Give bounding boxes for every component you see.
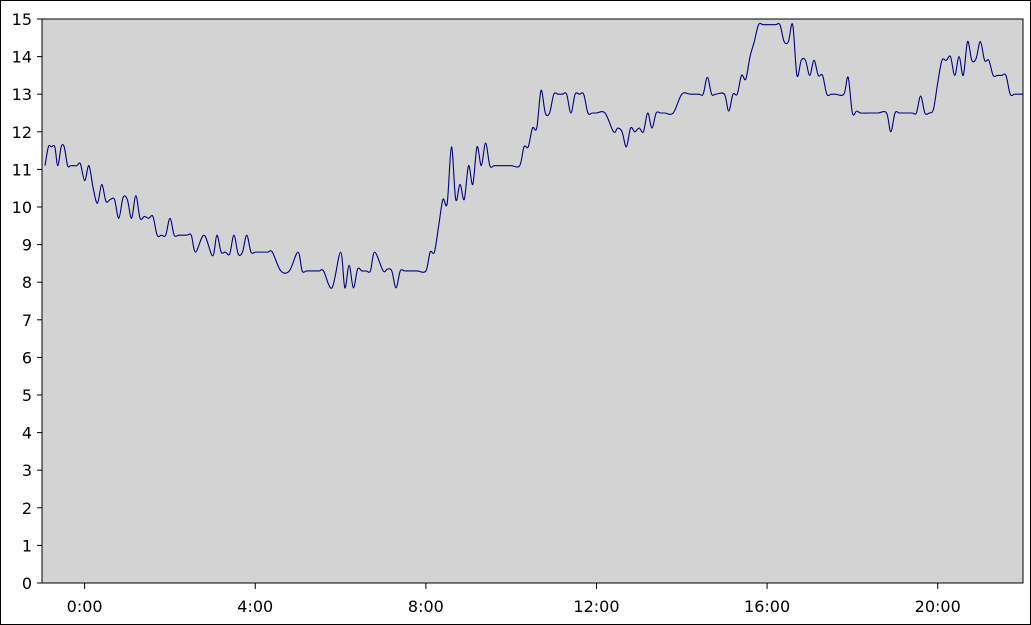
y-tick-label: 1 <box>22 536 32 555</box>
x-tick-label: 0:00 <box>67 597 103 616</box>
y-tick-label: 15 <box>12 10 32 29</box>
y-tick-label: 8 <box>22 273 32 292</box>
series-layer <box>44 22 1023 289</box>
plot-area <box>42 19 1023 583</box>
y-tick-label: 9 <box>22 236 32 255</box>
y-tick-label: 2 <box>22 499 32 518</box>
y-tick-label: 10 <box>12 198 32 217</box>
x-axis: 0:00 4:00 8:00 12:00 16:00 20:00 <box>67 583 961 616</box>
plot-border <box>41 18 1024 584</box>
y-tick-label: 5 <box>22 386 32 405</box>
y-tick-label: 11 <box>12 160 32 179</box>
y-tick-label: 6 <box>22 348 32 367</box>
y-tick-label: 4 <box>22 424 32 443</box>
x-tick-label: 12:00 <box>573 597 619 616</box>
y-tick-label: 14 <box>12 48 32 67</box>
x-tick-label: 16:00 <box>744 597 790 616</box>
y-tick-label: 7 <box>22 311 32 330</box>
series-line <box>44 22 1023 289</box>
y-tick-label: 13 <box>12 85 32 104</box>
y-tick-label: 12 <box>12 123 32 142</box>
y-tick-label: 0 <box>22 574 32 593</box>
y-tick-label: 3 <box>22 461 32 480</box>
x-tick-label: 4:00 <box>237 597 273 616</box>
x-tick-label: 20:00 <box>915 597 961 616</box>
x-tick-label: 8:00 <box>408 597 444 616</box>
